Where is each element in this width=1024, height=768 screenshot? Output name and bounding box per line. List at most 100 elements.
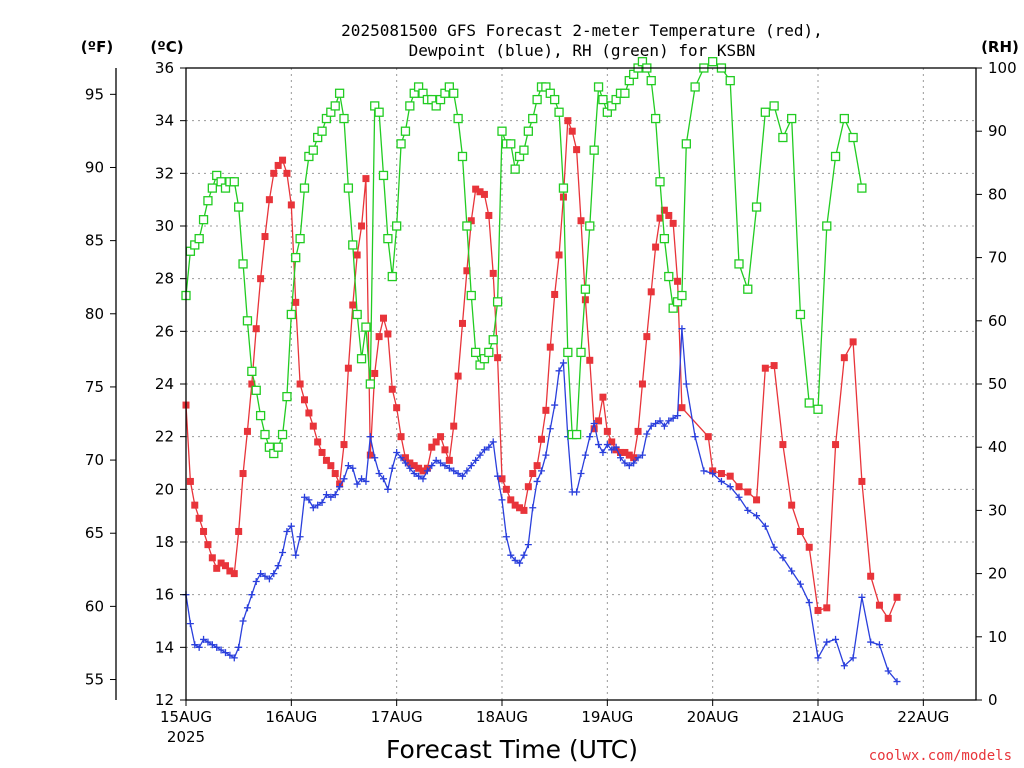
temperature-point	[410, 462, 418, 470]
rh-point	[334, 88, 345, 98]
temperature-point	[472, 185, 480, 193]
rh-point	[234, 202, 244, 212]
x-tick-label: 17AUG	[371, 708, 423, 726]
temperature-point	[678, 404, 686, 412]
dewpoint-point	[239, 617, 247, 625]
temperature-point	[344, 364, 352, 372]
temperature-point	[397, 433, 405, 441]
temperature-point	[511, 501, 519, 509]
dewpoint-point	[551, 401, 559, 409]
dewpoint-point	[217, 646, 225, 654]
temperature-point	[647, 288, 655, 296]
temperature-point	[380, 314, 387, 322]
temperature-point	[270, 169, 278, 177]
dewpoint-point	[230, 654, 238, 662]
dewpoint-point	[678, 325, 686, 333]
temperature-point	[823, 604, 831, 612]
dewpoint-point	[243, 604, 251, 612]
rh-point	[374, 107, 384, 117]
temperature-point	[893, 593, 901, 601]
temperature-point	[590, 425, 598, 433]
fahrenheit-tick-label: 95	[85, 85, 104, 103]
temperature-point	[564, 117, 572, 125]
dewpoint-point	[480, 446, 488, 454]
rh-point	[203, 196, 213, 206]
rh-point	[708, 57, 718, 67]
dewpoint-point	[274, 562, 282, 570]
temperature-point	[761, 364, 769, 372]
dewpoint-point	[555, 367, 563, 375]
dewpoint-point	[529, 504, 537, 512]
temperature-point	[669, 219, 677, 227]
dewpoint-point	[779, 554, 787, 562]
dewpoint-point	[419, 475, 427, 483]
dewpoint-point	[191, 641, 199, 649]
temperature-point	[252, 325, 260, 333]
rh-point	[286, 309, 296, 320]
rh-point	[532, 94, 542, 105]
temperature-point	[884, 614, 892, 622]
rh-tick-label: 100	[988, 59, 1017, 77]
temperature-point	[235, 527, 243, 535]
series-rh	[181, 57, 867, 459]
rh-point	[598, 94, 608, 105]
dewpoint-point	[257, 570, 265, 578]
temperature-point	[858, 477, 866, 485]
dewpoint-point	[287, 522, 295, 530]
dewpoint-point	[322, 491, 330, 499]
temperature-point	[867, 572, 875, 580]
rh-point	[751, 202, 762, 212]
series-dewpoint	[182, 325, 901, 686]
temperature-point	[243, 427, 251, 435]
rh-point	[466, 290, 476, 301]
chart-title-line-2: Dewpoint (blue), RH (green) for KSBN	[409, 41, 756, 60]
temperature-point	[441, 446, 449, 454]
temperature-point	[832, 441, 840, 449]
celsius-tick-label: 12	[155, 691, 174, 709]
dewpoint-point	[358, 475, 366, 483]
temperature-point	[608, 438, 616, 446]
rh-point	[822, 221, 832, 231]
rh-point	[242, 316, 253, 326]
temperature-point	[353, 251, 361, 259]
temperature-point	[779, 441, 787, 449]
temperature-point	[753, 496, 761, 504]
rh-point	[804, 398, 814, 408]
dewpoint-point	[660, 422, 668, 430]
dewpoint-point	[498, 496, 506, 504]
x-tick-label: 15AUG	[160, 708, 212, 726]
temperature-point	[314, 438, 322, 446]
temperature-point	[630, 454, 638, 462]
temperature-point	[538, 435, 545, 443]
dewpoint-point	[410, 470, 418, 478]
dewpoint-point	[349, 464, 357, 472]
temperature-point	[296, 380, 304, 388]
dewpoint-point	[401, 459, 409, 467]
dewpoint-point	[432, 456, 440, 464]
rh-point	[348, 240, 358, 250]
dewpoint-point	[823, 638, 831, 646]
dewpoint-point	[362, 477, 370, 485]
temperature-point	[322, 456, 330, 464]
dewpoint-point	[208, 641, 216, 649]
dewpoint-point	[292, 551, 300, 559]
dewpoint-point	[226, 651, 234, 659]
rh-point	[497, 126, 507, 136]
dewpoint-point	[814, 654, 822, 662]
chart-title-line-1: 2025081500 GFS Forecast 2-meter Temperat…	[341, 21, 823, 40]
rh-point	[593, 82, 604, 92]
dewpoint-point	[463, 467, 471, 475]
rh-point	[299, 183, 310, 193]
x-tick-label: 21AUG	[792, 708, 844, 726]
rh-tick-label: 40	[988, 438, 1007, 456]
series-temperature	[182, 117, 901, 622]
rh-point	[857, 183, 867, 193]
x-axis-title: Forecast Time (UTC)	[386, 735, 638, 764]
rh-point	[282, 391, 292, 402]
dewpoint-point	[691, 433, 699, 441]
rh-tick-label: 90	[988, 122, 1007, 140]
dewpoint-point	[709, 470, 717, 478]
temperature-point	[463, 267, 471, 275]
temperature-point	[643, 333, 651, 341]
